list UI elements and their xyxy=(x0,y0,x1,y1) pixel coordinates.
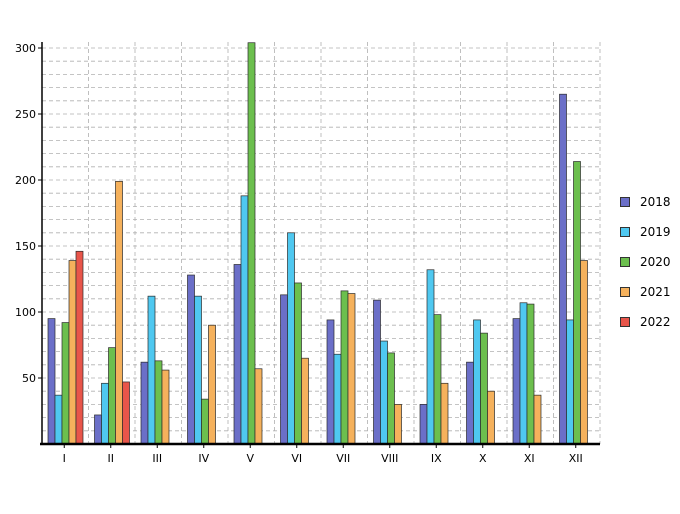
bar-2019-IV xyxy=(194,295,202,445)
legend-label-2020: 2020 xyxy=(640,255,671,269)
bar-2021-IX xyxy=(440,382,449,445)
legend-swatch-2018 xyxy=(620,197,630,207)
x-tick-label: III xyxy=(152,452,162,465)
bar-2019-III xyxy=(147,295,156,445)
bar-2018-V xyxy=(233,264,242,445)
x-tick-label: IV xyxy=(198,452,209,465)
y-tick-label: 100 xyxy=(15,306,36,319)
legend-item-2021: 2021 xyxy=(620,277,671,307)
bar-2022-II xyxy=(122,381,130,445)
bar-2018-III xyxy=(140,361,149,445)
bar-2018-X xyxy=(466,361,474,445)
x-tick-label: XI xyxy=(524,452,535,465)
bar-2019-XI xyxy=(519,302,528,445)
bar-2020-I xyxy=(61,322,70,445)
x-tick-label: II xyxy=(108,452,115,465)
bar-2019-XII xyxy=(566,319,574,445)
bar-2019-II xyxy=(101,382,109,445)
legend-item-2018: 2018 xyxy=(620,187,671,217)
bar-2019-V xyxy=(240,195,249,445)
y-tick-label: 50 xyxy=(22,372,36,385)
bar-2018-I xyxy=(47,318,56,445)
bar-2019-X xyxy=(473,319,481,445)
bar-2020-XII xyxy=(573,161,581,445)
bar-2021-VI xyxy=(301,357,309,445)
bar-2020-V xyxy=(247,42,256,445)
legend-swatch-2019 xyxy=(620,227,630,237)
bar-2020-X xyxy=(480,332,488,445)
bar-2020-VII xyxy=(340,290,349,445)
legend-label-2018: 2018 xyxy=(640,195,671,209)
legend-item-2022: 2022 xyxy=(620,307,671,337)
bar-2020-II xyxy=(108,347,116,445)
bar-2018-VII xyxy=(326,319,335,445)
x-tick-label: IX xyxy=(431,452,442,465)
x-tick-label: VII xyxy=(336,452,350,465)
bar-2021-VII xyxy=(347,293,356,445)
bar-2019-VI xyxy=(287,232,295,445)
x-tick-label: XII xyxy=(569,452,583,465)
bar-2019-VII xyxy=(333,353,342,445)
bar-2022-I xyxy=(75,250,84,445)
y-tick-label: 150 xyxy=(15,240,36,253)
x-tick-label: I xyxy=(63,452,66,465)
bar-2020-VIII xyxy=(387,352,395,445)
bar-2018-VI xyxy=(280,294,288,445)
bar-2018-XII xyxy=(559,93,567,445)
legend-label-2021: 2021 xyxy=(640,285,671,299)
bar-2021-X xyxy=(487,390,495,445)
bar-2019-I xyxy=(54,394,63,445)
bar-2021-I xyxy=(68,260,77,445)
x-tick-label: X xyxy=(479,452,487,465)
legend-swatch-2020 xyxy=(620,257,630,267)
bar-2020-IX xyxy=(433,314,442,445)
bar-2021-V xyxy=(254,368,263,445)
bar-2018-IX xyxy=(419,404,428,445)
bar-2020-XI xyxy=(526,303,535,445)
bar-2020-III xyxy=(154,360,163,445)
bar-2020-VI xyxy=(294,282,302,445)
bar-2020-IV xyxy=(201,398,209,445)
legend-label-2019: 2019 xyxy=(640,225,671,239)
bar-2018-VIII xyxy=(373,299,381,445)
bar-2019-VIII xyxy=(380,340,388,445)
legend-swatch-2021 xyxy=(620,287,630,297)
bar-2019-IX xyxy=(426,269,435,445)
bar-2021-III xyxy=(161,369,170,445)
x-tick-label: VI xyxy=(291,452,302,465)
bar-2021-IV xyxy=(208,324,216,445)
bar-2021-VIII xyxy=(394,404,402,445)
bar-2018-II xyxy=(94,414,102,445)
bar-2018-XI xyxy=(512,318,521,445)
bar-2021-XI xyxy=(533,394,542,445)
bar-2021-XII xyxy=(580,260,588,445)
legend-item-2019: 2019 xyxy=(620,217,671,247)
legend-swatch-2022 xyxy=(620,317,630,327)
bar-2018-IV xyxy=(187,274,195,445)
y-tick-label: 300 xyxy=(15,42,36,55)
y-tick-label: 200 xyxy=(15,174,36,187)
bar-2021-II xyxy=(115,180,123,445)
x-tick-label: V xyxy=(246,452,254,465)
legend: 2018 2019 2020 2021 2022 xyxy=(620,187,671,337)
y-tick-label: 250 xyxy=(15,108,36,121)
legend-item-2020: 2020 xyxy=(620,247,671,277)
x-tick-label: VIII xyxy=(381,452,398,465)
legend-label-2022: 2022 xyxy=(640,315,671,329)
